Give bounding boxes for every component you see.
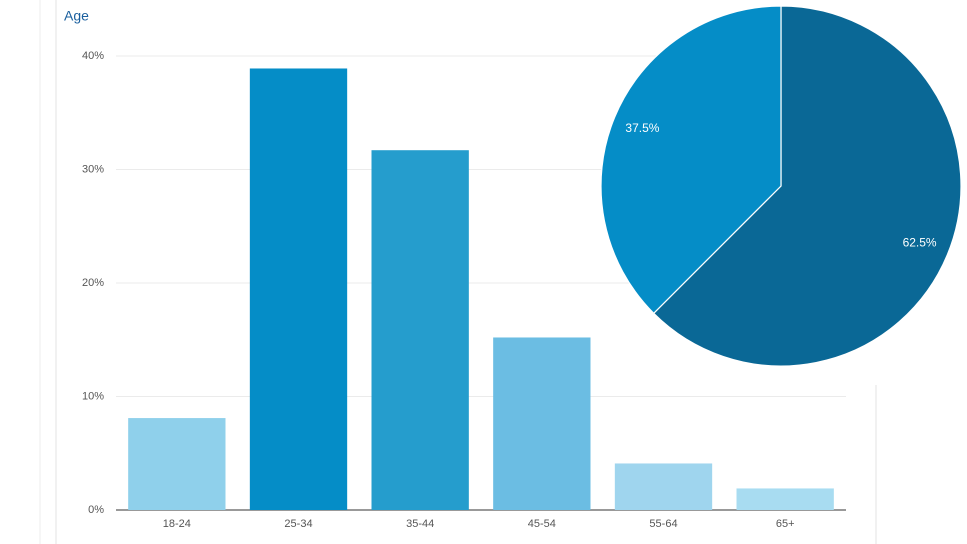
pie-label: 62.5% [903, 236, 937, 250]
x-tick-label: 45-54 [528, 518, 556, 530]
y-tick-label: 40% [82, 50, 104, 62]
chart-title: Age [64, 8, 89, 24]
pie-slice [652, 5, 962, 367]
bar [493, 337, 591, 510]
x-tick-label: 25-34 [284, 518, 312, 530]
bar [614, 463, 713, 510]
y-tick-label: 10% [82, 390, 104, 402]
y-tick-label: 20% [82, 277, 104, 289]
x-tick-label: 18-24 [163, 518, 191, 530]
pie-label: 37.5% [625, 121, 659, 135]
bar [736, 488, 834, 510]
y-tick-label: 0% [88, 504, 104, 516]
y-tick-label: 30% [82, 163, 104, 175]
x-tick-label: 65+ [776, 518, 795, 530]
pie-slice [600, 5, 782, 315]
x-tick-label: 35-44 [406, 518, 434, 530]
bar [128, 418, 226, 510]
x-tick-label: 55-64 [649, 518, 677, 530]
bar [249, 68, 348, 511]
bar [371, 150, 469, 510]
